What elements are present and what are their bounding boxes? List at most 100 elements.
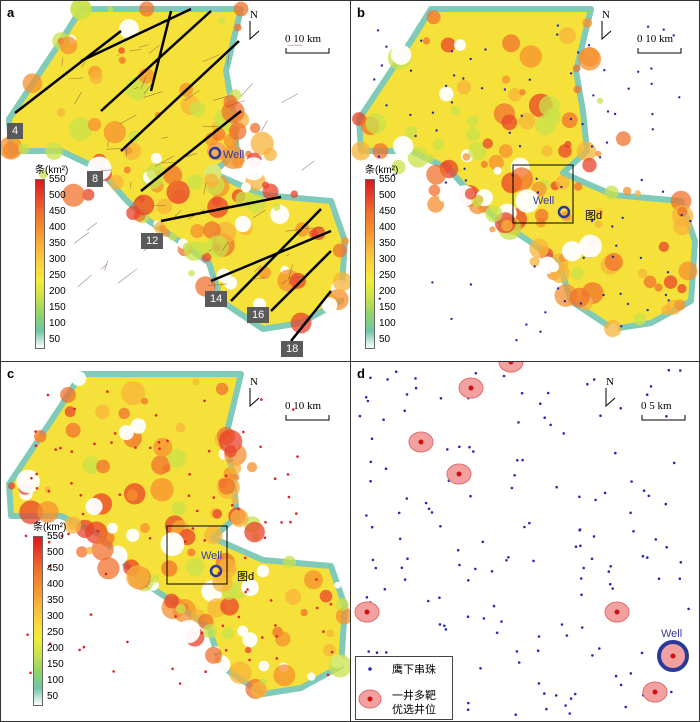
density-blob — [126, 565, 150, 589]
north-arrow-a: N — [247, 9, 261, 46]
density-blob — [22, 73, 43, 93]
minor-fault-line — [107, 140, 109, 147]
well-marker-icon — [557, 205, 571, 219]
density-blob — [482, 138, 493, 149]
density-blob — [428, 184, 441, 197]
bead-point — [409, 113, 412, 117]
density-blob — [97, 557, 120, 580]
legend-tick-label: 50 — [49, 334, 61, 345]
bead-point-red — [248, 658, 251, 662]
bead-point — [608, 582, 612, 586]
bead-point — [479, 667, 482, 670]
bead-point — [670, 690, 673, 694]
density-blob — [107, 522, 118, 534]
density-blob — [71, 371, 87, 386]
bead-point — [536, 191, 540, 194]
density-blob — [300, 608, 308, 617]
density-blob — [95, 404, 110, 420]
bead-point — [614, 674, 618, 678]
density-blob — [163, 165, 183, 185]
bead-point — [469, 494, 472, 498]
bead-point — [380, 64, 384, 67]
north-arrow-d: N — [603, 376, 617, 413]
density-blob — [634, 190, 641, 197]
density-blob — [140, 523, 150, 533]
bead-point — [539, 402, 542, 405]
density-blob — [176, 603, 186, 614]
legend-item-target-line2: 优选井位 — [392, 704, 436, 716]
density-blob — [175, 422, 186, 433]
bead-point — [609, 565, 612, 568]
well-label-c: Well — [201, 550, 223, 562]
density-blob — [1, 136, 23, 160]
bead-point-red — [158, 447, 161, 451]
bead-point — [549, 423, 552, 427]
legend-tick-label: 400 — [49, 222, 66, 233]
density-blob — [493, 166, 502, 175]
density-blob — [244, 646, 252, 654]
minor-fault-line — [86, 222, 98, 231]
bead-point — [450, 101, 454, 104]
density-blob — [220, 597, 239, 616]
bead-point — [569, 72, 573, 75]
scale-bar-d: 0 5 km — [641, 400, 687, 424]
density-blob — [118, 407, 130, 420]
bead-point — [385, 104, 388, 107]
bead-point-red — [221, 624, 225, 628]
fault-line — [14, 30, 122, 114]
bead-point — [678, 577, 682, 580]
bead-point — [606, 110, 610, 113]
bead-point — [667, 368, 671, 372]
bead-point — [502, 374, 506, 378]
density-blob — [153, 437, 173, 457]
density-blob — [224, 445, 237, 458]
well-label-a: Well — [223, 149, 245, 161]
bead-point — [579, 544, 582, 548]
minor-fault-line — [117, 53, 119, 56]
bead-point — [384, 467, 388, 470]
map-panel-b: b N 0 10 km 条(km²) 550 500 450 400 350 300 250… — [350, 0, 700, 362]
fault-line — [160, 195, 282, 223]
bead-point — [463, 167, 466, 170]
bead-point — [431, 111, 435, 114]
points-legend-d: 鹰下串珠 一井多靶 优选井位 — [355, 656, 453, 720]
density-blob — [59, 36, 78, 55]
bead-point — [474, 567, 477, 571]
bead-point-red — [295, 512, 298, 515]
legend-colorbar — [33, 536, 43, 706]
bead-point-red — [230, 504, 234, 507]
density-blob — [535, 114, 556, 136]
bead-point — [630, 480, 633, 483]
legend-tick-label: 150 — [49, 302, 66, 313]
density-blob — [561, 112, 578, 129]
density-blob — [501, 114, 518, 131]
bead-point — [523, 525, 526, 529]
bead-point-red — [79, 494, 83, 497]
fault-density-map-c — [6, 371, 350, 699]
legend-tick-label: 450 — [379, 206, 396, 217]
density-blob — [426, 10, 441, 25]
density-blob — [558, 144, 572, 158]
bead-point — [678, 96, 681, 99]
bead-point-red — [259, 445, 262, 449]
bead-point — [514, 713, 517, 716]
density-blob — [319, 589, 333, 603]
bead-point-red — [246, 588, 249, 591]
bead-point-red — [237, 615, 241, 619]
density-blob — [190, 224, 205, 238]
bead-point-red — [171, 667, 174, 671]
density-blob — [502, 34, 521, 53]
minor-fault-line — [143, 91, 163, 98]
bead-point — [480, 87, 484, 90]
bead-point-red — [244, 590, 247, 594]
bead-point — [672, 34, 675, 37]
bead-point — [615, 244, 618, 247]
bead-point-red — [67, 532, 70, 536]
density-blob — [273, 664, 296, 687]
bead-point — [679, 561, 683, 564]
bead-point — [619, 683, 623, 687]
bead-point — [646, 308, 649, 312]
minor-fault-line — [139, 44, 149, 48]
legend-tick-label: 400 — [47, 579, 64, 590]
bead-point — [603, 69, 606, 72]
